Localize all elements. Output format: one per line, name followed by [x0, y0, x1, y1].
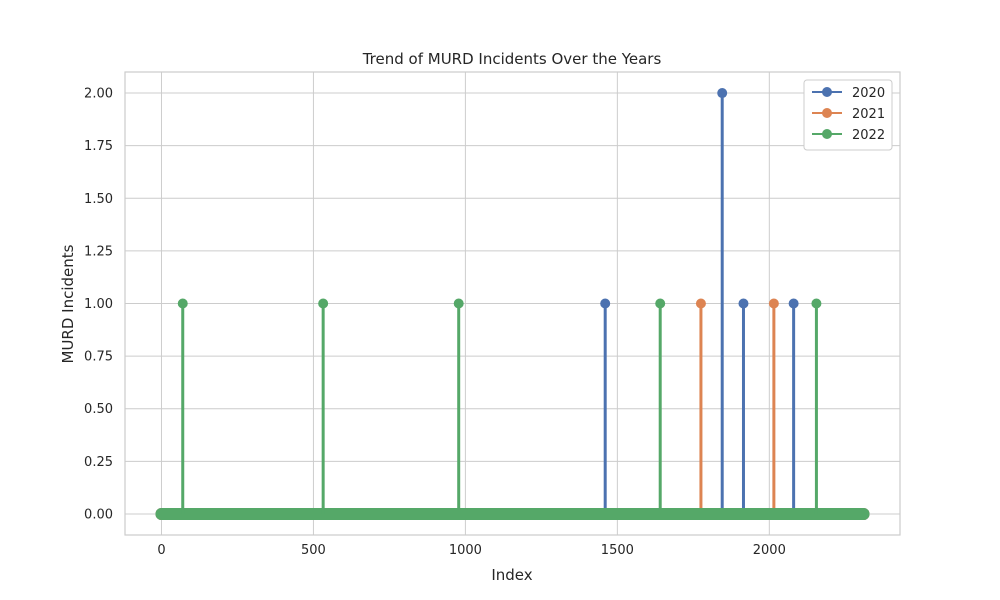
plot-series — [155, 88, 870, 520]
y-tick-label: 0.25 — [84, 455, 113, 470]
data-point — [695, 298, 706, 309]
y-tick-label: 1.75 — [84, 139, 113, 154]
y-axis-label: MURD Incidents — [59, 244, 77, 363]
data-point — [600, 298, 611, 309]
legend-label: 2022 — [852, 128, 885, 143]
legend-item: 2021 — [812, 107, 885, 122]
x-axis-label: Index — [491, 566, 532, 584]
legend: 2020 2021 2022 — [803, 79, 893, 151]
data-point — [177, 298, 188, 309]
x-tick-label: 0 — [157, 543, 165, 558]
plot-frame — [124, 71, 901, 536]
series-2022 — [155, 298, 870, 520]
y-tick-label: 1.50 — [84, 192, 113, 207]
x-tick-label: 1500 — [601, 543, 634, 558]
legend-marker — [822, 108, 832, 118]
y-tick-label: 1.00 — [84, 297, 113, 312]
legend-marker — [822, 129, 832, 139]
data-point — [811, 298, 822, 309]
chart-title: Trend of MURD Incidents Over the Years — [362, 50, 662, 68]
x-tick-label: 1000 — [449, 543, 482, 558]
data-point — [717, 88, 728, 99]
x-tick-labels: 0 500 1000 1500 2000 — [157, 543, 786, 558]
legend-marker — [822, 87, 832, 97]
data-point — [318, 298, 329, 309]
data-point — [453, 298, 464, 309]
data-point — [768, 298, 779, 309]
data-point — [738, 298, 749, 309]
data-point — [788, 298, 799, 309]
legend-label: 2020 — [852, 86, 885, 101]
data-point — [655, 298, 666, 309]
x-tick-label: 500 — [301, 543, 326, 558]
x-tick-label: 2000 — [753, 543, 786, 558]
y-tick-label: 0.75 — [84, 350, 113, 365]
y-tick-label: 2.00 — [84, 87, 113, 102]
y-tick-label: 1.25 — [84, 244, 113, 259]
y-tick-label: 0.50 — [84, 402, 113, 417]
y-tick-labels: 0.00 0.25 0.50 0.75 1.00 1.25 1.50 1.75 2.00 — [84, 87, 113, 523]
legend-item: 2022 — [812, 128, 885, 143]
legend-item: 2020 — [812, 86, 885, 101]
y-tick-label: 0.00 — [84, 507, 113, 522]
legend-label: 2021 — [852, 107, 885, 122]
